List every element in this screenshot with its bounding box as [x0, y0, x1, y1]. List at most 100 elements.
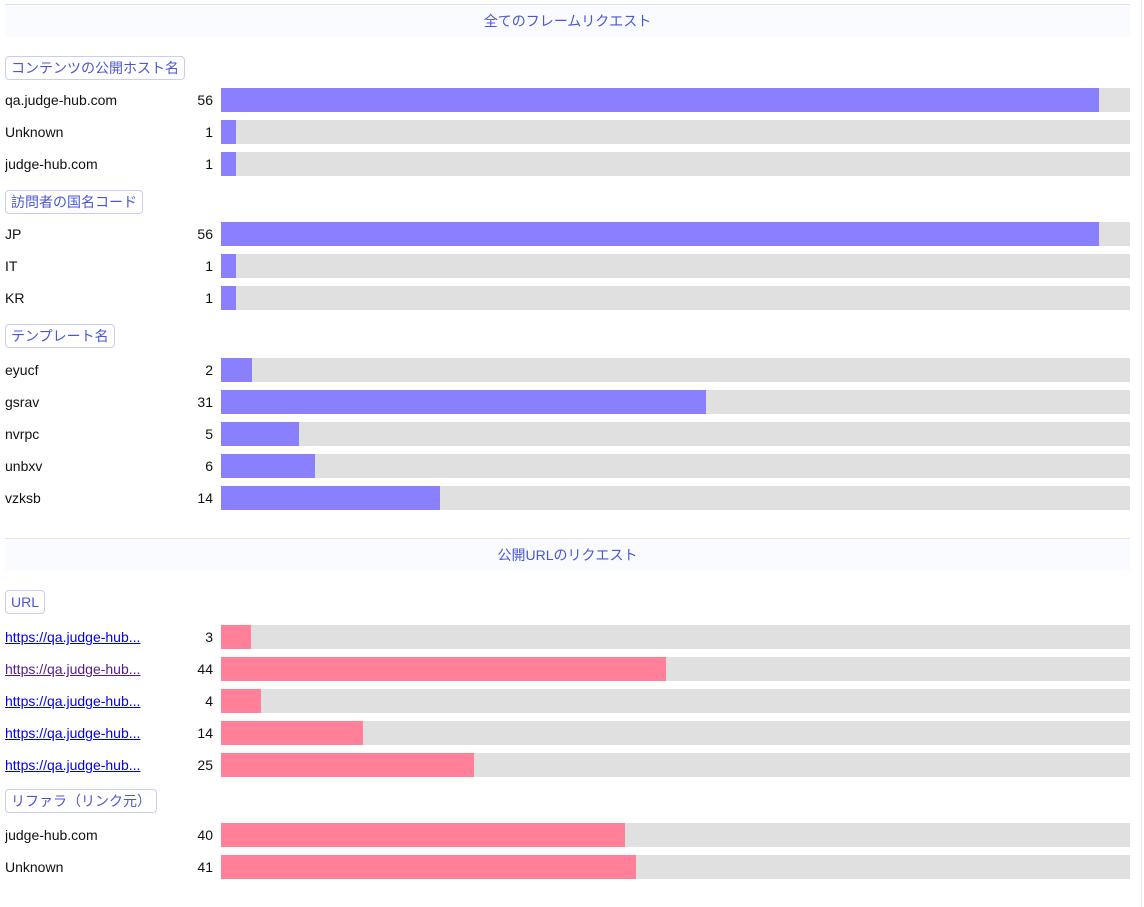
- table-row: JP 56: [5, 222, 1130, 246]
- url-link[interactable]: https://qa.judge-hub...: [5, 725, 141, 741]
- row-label: KR: [5, 290, 25, 306]
- url-link[interactable]: https://qa.judge-hub...: [5, 629, 141, 645]
- bar-fill: [221, 689, 261, 713]
- bar-fill: [221, 222, 1100, 246]
- bar-fill: [221, 88, 1100, 112]
- bar-fill: [221, 486, 441, 510]
- group-label-country: 訪問者の国名コード: [5, 190, 143, 214]
- table-row: judge-hub.com 40: [5, 823, 1130, 847]
- table-row: https://qa.judge-hub... 25: [5, 753, 1130, 777]
- group-header: 訪問者の国名コード: [5, 190, 1130, 214]
- bar-track: [221, 855, 1130, 879]
- row-count: 4: [205, 693, 213, 709]
- row-count: 41: [197, 859, 213, 875]
- bar-track: [221, 222, 1130, 246]
- bar-track: [221, 88, 1130, 112]
- row-count: 40: [197, 827, 213, 843]
- bar-track: [221, 657, 1130, 681]
- bar-fill: [221, 753, 474, 777]
- bar-fill: [221, 657, 666, 681]
- row-count: 1: [205, 290, 213, 306]
- row-count: 44: [197, 661, 213, 677]
- table-row: eyucf 2: [5, 358, 1130, 382]
- table-row: gsrav 31: [5, 390, 1130, 414]
- bar-track: [221, 358, 1130, 382]
- row-count: 3: [205, 629, 213, 645]
- url-link[interactable]: https://qa.judge-hub...: [5, 661, 141, 677]
- bar-fill: [221, 422, 300, 446]
- bar-track: [221, 625, 1130, 649]
- section-title: 全てのフレームリクエスト: [483, 13, 652, 29]
- row-label: Unknown: [5, 859, 64, 875]
- table-row: https://qa.judge-hub... 3: [5, 625, 1130, 649]
- bar-track: [221, 390, 1130, 414]
- bar-track: [221, 486, 1130, 510]
- table-row: qa.judge-hub.com 56: [5, 88, 1130, 112]
- row-label: IT: [5, 258, 18, 274]
- bar-fill: [221, 254, 237, 278]
- section-header-url-requests: 公開URLのリクエスト: [5, 538, 1130, 571]
- table-row: vzksb 14: [5, 486, 1130, 510]
- bar-track: [221, 753, 1130, 777]
- table-row: IT 1: [5, 254, 1130, 278]
- table-row: unbxv 6: [5, 454, 1130, 478]
- bar-fill: [221, 286, 237, 310]
- table-row: KR 1: [5, 286, 1130, 310]
- bar-fill: [221, 454, 315, 478]
- group-header: コンテンツの公開ホスト名: [5, 56, 1130, 80]
- row-label: JP: [5, 226, 22, 242]
- table-row: nvrpc 5: [5, 422, 1130, 446]
- row-count: 56: [197, 92, 213, 108]
- bar-fill: [221, 855, 636, 879]
- table-row: judge-hub.com 1: [5, 152, 1130, 176]
- stats-page: 全てのフレームリクエスト コンテンツの公開ホスト名 qa.judge-hub.c…: [5, 4, 1130, 887]
- bar-track: [221, 454, 1130, 478]
- section-title: 公開URLのリクエスト: [497, 547, 638, 563]
- bar-fill: [221, 625, 251, 649]
- table-row: Unknown 1: [5, 120, 1130, 144]
- group-header: URL: [5, 590, 1130, 614]
- bar-track: [221, 120, 1130, 144]
- row-label: judge-hub.com: [5, 156, 98, 172]
- table-row: https://qa.judge-hub... 44: [5, 657, 1130, 681]
- bar-track: [221, 823, 1130, 847]
- table-row: https://qa.judge-hub... 4: [5, 689, 1130, 713]
- row-count: 25: [197, 757, 213, 773]
- table-row: https://qa.judge-hub... 14: [5, 721, 1130, 745]
- group-label-hostname: コンテンツの公開ホスト名: [5, 56, 185, 80]
- row-count: 31: [197, 394, 213, 410]
- bar-track: [221, 152, 1130, 176]
- row-count: 1: [205, 124, 213, 140]
- url-link[interactable]: https://qa.judge-hub...: [5, 757, 141, 773]
- bar-track: [221, 721, 1130, 745]
- row-label: vzksb: [5, 490, 41, 506]
- bar-fill: [221, 152, 237, 176]
- bar-fill: [221, 358, 252, 382]
- row-count: 14: [197, 725, 213, 741]
- row-count: 6: [205, 458, 213, 474]
- row-count: 14: [197, 490, 213, 506]
- url-link[interactable]: https://qa.judge-hub...: [5, 693, 141, 709]
- group-label-url: URL: [5, 590, 46, 614]
- row-count: 1: [205, 156, 213, 172]
- bar-track: [221, 422, 1130, 446]
- table-row: Unknown 41: [5, 855, 1130, 879]
- row-label: eyucf: [5, 362, 39, 378]
- bar-track: [221, 286, 1130, 310]
- row-label: unbxv: [5, 458, 43, 474]
- row-label: judge-hub.com: [5, 827, 98, 843]
- row-count: 1: [205, 258, 213, 274]
- bar-fill: [221, 721, 363, 745]
- scroll-edge-rule: [1141, 0, 1142, 907]
- bar-fill: [221, 120, 237, 144]
- row-label: gsrav: [5, 394, 40, 410]
- bar-track: [221, 254, 1130, 278]
- row-label: nvrpc: [5, 426, 40, 442]
- row-count: 5: [205, 426, 213, 442]
- bar-fill: [221, 823, 625, 847]
- section-spacer: [5, 518, 1130, 538]
- group-label-referrer: リファラ（リンク元）: [5, 789, 157, 813]
- section-header-frame-requests: 全てのフレームリクエスト: [5, 4, 1130, 37]
- row-count: 2: [205, 362, 213, 378]
- row-label: Unknown: [5, 124, 64, 140]
